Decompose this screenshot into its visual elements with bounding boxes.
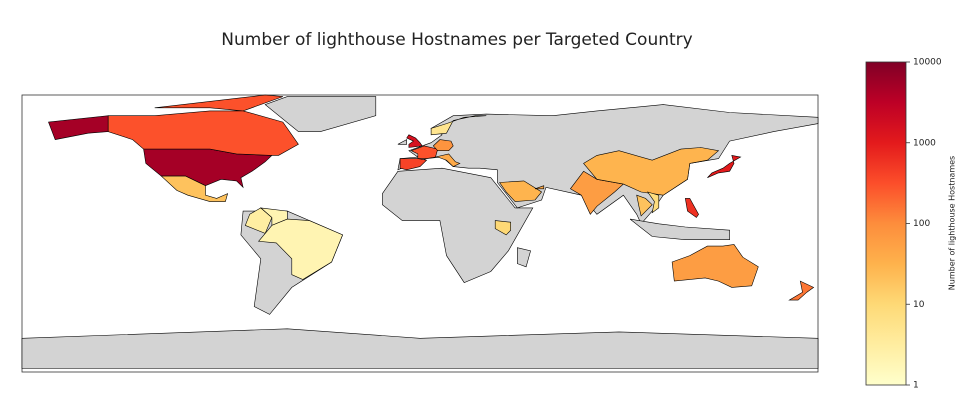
country [244, 207, 273, 234]
country [406, 134, 423, 148]
map-frame [21, 94, 819, 373]
colorbar-tick-label: 10 [913, 300, 925, 310]
country [646, 191, 660, 214]
colorbar-tick-label: 10000 [913, 58, 942, 68]
country [569, 170, 625, 215]
colorbar [865, 61, 907, 386]
country [430, 115, 487, 136]
land [382, 167, 534, 283]
country [583, 147, 720, 196]
country [494, 220, 511, 236]
colorbar-tick-label: 1 [913, 381, 919, 391]
country [684, 198, 699, 218]
land [397, 139, 407, 145]
map [21, 94, 819, 373]
land [629, 218, 730, 240]
land [264, 96, 377, 132]
country [160, 175, 229, 202]
chart-title: Number of lighthouse Hostnames per Targe… [221, 30, 692, 50]
country [788, 280, 815, 301]
country [534, 185, 545, 190]
country [258, 218, 343, 280]
country [107, 94, 299, 156]
colorbar-tick-label: 1000 [913, 138, 936, 148]
land [517, 247, 531, 268]
land [21, 328, 819, 369]
country [432, 139, 454, 151]
colorbar-label: Number of lighthouse Hostnames [948, 156, 957, 290]
colorbar-tick-label: 100 [913, 219, 930, 229]
country [410, 145, 439, 159]
country [636, 194, 653, 217]
country [671, 244, 759, 288]
country [399, 158, 428, 171]
country [435, 153, 461, 167]
country [499, 180, 543, 202]
country [707, 155, 742, 178]
